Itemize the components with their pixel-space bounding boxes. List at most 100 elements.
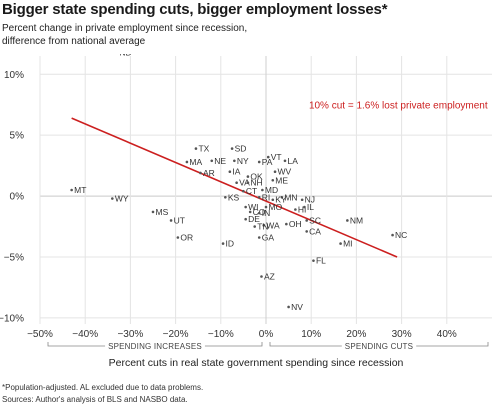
chart-title: Bigger state spending cuts, bigger emplo… bbox=[2, 1, 388, 18]
trend-line bbox=[71, 117, 398, 258]
x-axis-ticks: −50% −40% −30% −20% −10% 0% 10% 20% 30% 40% bbox=[27, 329, 457, 340]
point-label: WA bbox=[266, 220, 280, 230]
point-label: KS bbox=[228, 192, 240, 202]
point-label: NM bbox=[350, 215, 363, 225]
data-point bbox=[194, 147, 198, 150]
spending-brackets: SPENDING INCREASES SPENDING CUTS bbox=[47, 341, 489, 352]
point-label: SC bbox=[309, 215, 321, 225]
point-label: TX bbox=[198, 144, 209, 154]
point-label: CA bbox=[309, 226, 321, 236]
point-label: ME bbox=[275, 175, 288, 185]
data-point bbox=[244, 205, 247, 209]
data-point bbox=[260, 275, 263, 278]
point-label: DE bbox=[248, 214, 260, 224]
chart-subtitle-line-1: Percent change in private employment sin… bbox=[2, 23, 248, 34]
data-point bbox=[185, 160, 189, 164]
point-label: NH bbox=[250, 178, 262, 188]
gridlines bbox=[39, 56, 492, 324]
point-label: MN bbox=[284, 192, 297, 202]
data-point bbox=[305, 230, 308, 233]
point-label: SD bbox=[235, 144, 247, 154]
data-point bbox=[199, 171, 202, 175]
y-axis-ticks: 10% 5% 0% −5% −10% bbox=[0, 70, 24, 325]
data-point bbox=[230, 147, 234, 150]
x-tick-label: −40% bbox=[72, 329, 98, 340]
data-point bbox=[266, 155, 270, 159]
point-label: ND bbox=[119, 54, 131, 57]
point-label: OR bbox=[180, 233, 193, 243]
data-point bbox=[242, 189, 245, 193]
data-point bbox=[257, 196, 261, 199]
point-label: PA bbox=[262, 157, 273, 167]
point-label: LA bbox=[287, 156, 298, 166]
x-tick-label: −30% bbox=[117, 329, 143, 340]
point-label: IL bbox=[307, 202, 314, 212]
point-label: ID bbox=[226, 239, 235, 249]
data-point bbox=[235, 181, 238, 184]
point-label: MI bbox=[343, 239, 352, 249]
scatter-chart: −50% −40% −30% −20% −10% 0% 10% 20% 30% 40% 10% 5%… bbox=[0, 54, 492, 369]
data-point bbox=[346, 219, 349, 222]
data-point bbox=[228, 170, 232, 174]
x-tick-label: 20% bbox=[346, 329, 366, 340]
y-tick-label: 5% bbox=[10, 131, 25, 142]
point-label: MO bbox=[269, 202, 283, 212]
point-label: AR bbox=[203, 168, 215, 178]
data-point bbox=[210, 159, 214, 163]
data-point bbox=[233, 159, 236, 163]
data-point bbox=[261, 188, 264, 192]
point-label: WV bbox=[278, 167, 292, 177]
point-label: VT bbox=[271, 152, 282, 162]
bracket-label-background bbox=[341, 341, 417, 352]
data-point bbox=[257, 236, 261, 239]
data-point bbox=[287, 305, 290, 309]
data-point bbox=[221, 242, 225, 245]
data-point bbox=[151, 210, 155, 214]
point-label: GA bbox=[262, 233, 275, 243]
data-point bbox=[257, 160, 261, 164]
point-label: WI bbox=[248, 202, 258, 212]
point-label: KY bbox=[275, 195, 287, 205]
data-point bbox=[285, 222, 288, 226]
data-point bbox=[305, 219, 308, 222]
spending-cuts-label: SPENDING CUTS bbox=[345, 342, 413, 351]
y-tick-label: 10% bbox=[4, 70, 24, 81]
data-point bbox=[391, 233, 394, 237]
point-label: CT bbox=[246, 186, 257, 196]
point-label: UT bbox=[174, 215, 185, 225]
data-point bbox=[257, 211, 261, 215]
chart-subtitle-line-2: difference from national average bbox=[2, 36, 146, 47]
data-point bbox=[339, 242, 342, 245]
data-point bbox=[273, 170, 277, 174]
data-point bbox=[253, 225, 256, 228]
x-tick-label: 30% bbox=[392, 329, 412, 340]
data-point bbox=[280, 196, 284, 199]
data-point bbox=[303, 205, 306, 209]
data-point bbox=[246, 181, 250, 184]
point-label: AZ bbox=[264, 271, 275, 281]
point-label: TN bbox=[257, 222, 268, 232]
data-point bbox=[169, 219, 173, 222]
data-point bbox=[111, 197, 114, 200]
x-axis-label: Percent cuts in real state government sp… bbox=[109, 357, 404, 369]
x-tick-label: −20% bbox=[163, 329, 189, 340]
point-label: OK bbox=[250, 172, 263, 182]
data-point bbox=[248, 210, 252, 214]
point-label: MS bbox=[156, 207, 169, 217]
data-point bbox=[264, 205, 268, 209]
point-label: FL bbox=[316, 256, 326, 266]
trend-annotation: 10% cut = 1.6% lost private employment bbox=[309, 100, 488, 111]
x-tick-label: 10% bbox=[301, 329, 321, 340]
y-tick-label: −5% bbox=[4, 253, 24, 264]
x-tick-label: −50% bbox=[27, 329, 53, 340]
point-label: OH bbox=[289, 219, 302, 229]
point-label: IN bbox=[262, 208, 271, 218]
data-point bbox=[300, 198, 304, 202]
data-point bbox=[246, 175, 250, 178]
point-label: VA bbox=[239, 178, 250, 188]
data-point bbox=[244, 217, 247, 221]
data-point bbox=[271, 178, 275, 182]
point-label: NY bbox=[237, 156, 249, 166]
y-tick-label: 0% bbox=[10, 192, 25, 203]
